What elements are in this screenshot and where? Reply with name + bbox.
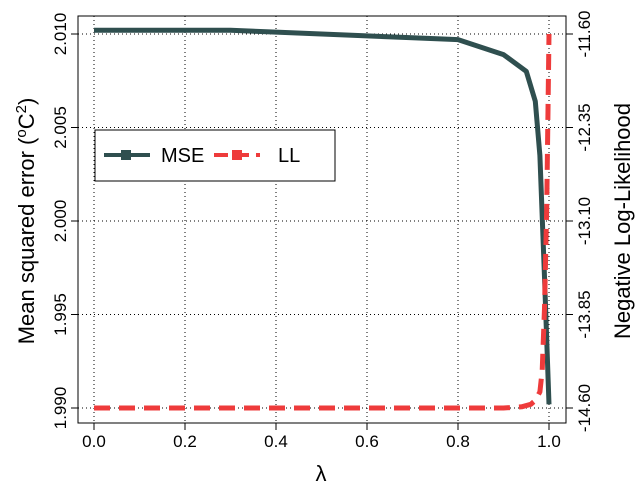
x-tick-label: 0.2 (173, 432, 197, 451)
legend-mse-marker (121, 150, 131, 160)
y-left-tick-label: 2.000 (51, 200, 70, 243)
series-line-mse (94, 27, 552, 405)
y-axis-left-title-part1: Mean squared error ( (14, 137, 39, 344)
y-axis-right-title: Negative Log-Likelihood (610, 103, 635, 339)
y-axis-left-title-mid: C (14, 113, 39, 129)
y-left-tick-label: 2.010 (51, 13, 70, 56)
y-right-tick-label: -14.60 (575, 384, 594, 432)
x-axis: 0.0 0.2 0.4 0.6 0.8 1.0 (82, 423, 561, 451)
legend-mse-label: MSE (161, 145, 204, 167)
x-tick-label: 0.0 (82, 432, 106, 451)
y-axis-left-title-sup1: o (13, 129, 30, 137)
x-tick-label: 0.4 (264, 432, 288, 451)
x-axis-title: λ (316, 461, 327, 486)
y-right-tick-label: -11.60 (575, 11, 594, 58)
legend-ll-marker (232, 150, 242, 160)
y-left-tick-label: 1.995 (51, 293, 70, 336)
legend: MSE LL (94, 129, 336, 182)
y-right-tick-label: -13.10 (575, 197, 594, 245)
y-right-tick-label: -13.85 (575, 290, 594, 338)
series-layer (94, 27, 552, 411)
plot-frame (77, 15, 567, 424)
grid-lines (78, 16, 566, 423)
y-axis-right: -14.60 -13.85 -13.10 -12.35 -11.60 (566, 11, 594, 432)
y-axis-left-title-sup2: 2 (13, 105, 30, 113)
series-line-ll (94, 33, 552, 411)
legend-ll-label: LL (278, 145, 300, 167)
x-tick-label: 0.8 (446, 432, 470, 451)
x-tick-label: 1.0 (537, 432, 561, 451)
y-left-tick-label: 1.990 (51, 387, 70, 430)
y-axis-left-title-end: ) (14, 98, 39, 105)
x-tick-label: 0.6 (355, 432, 379, 451)
y-left-tick-label: 2.005 (51, 106, 70, 149)
y-axis-left: 1.990 1.995 2.000 2.005 2.010 (51, 13, 78, 430)
y-right-tick-label: -12.35 (575, 103, 594, 151)
y-axis-left-title: Mean squared error (oC2) (13, 98, 40, 345)
